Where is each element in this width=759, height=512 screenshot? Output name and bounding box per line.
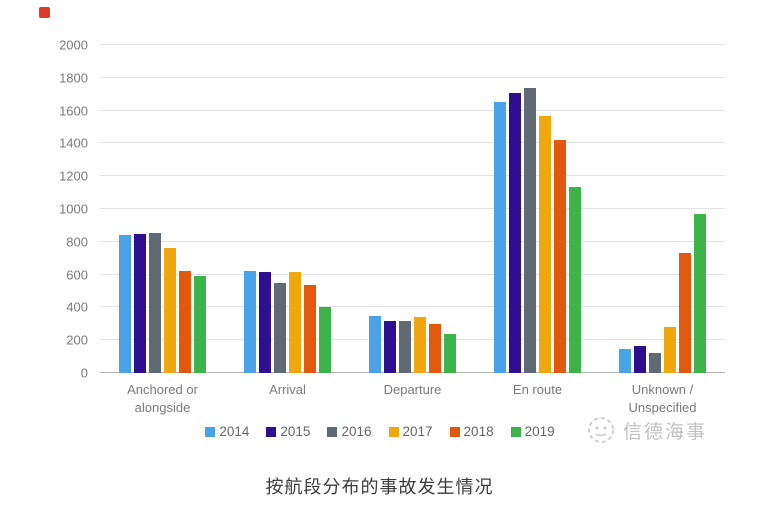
legend-item-2015: 2015 (266, 424, 310, 439)
y-axis-tick-label: 1800 (59, 70, 88, 86)
gridline (100, 175, 725, 177)
x-axis-category-label: Anchored or alongside (127, 382, 198, 415)
bar-2017-arrival (289, 272, 301, 373)
legend-swatch (266, 426, 277, 437)
x-axis-category-label: Arrival (269, 382, 306, 397)
bar-2014-en-route (494, 101, 506, 373)
legend-swatch (510, 426, 521, 437)
bar-group-en-route (475, 45, 600, 373)
bar-2019-departure (444, 333, 456, 373)
gridline (100, 306, 725, 308)
x-axis: Anchored or alongside Arrival Departure En … (100, 381, 725, 416)
bar-2017-anchored-or-alongside (164, 247, 176, 373)
y-axis-tick-label: 400 (66, 299, 88, 315)
legend-label: 2015 (280, 424, 311, 439)
y-axis-tick-label: 2000 (59, 37, 88, 53)
bar-2016-unknown-unspecified (649, 352, 661, 373)
bar-2019-anchored-or-alongside (194, 276, 206, 373)
legend-label: 2018 (463, 424, 494, 439)
plot-area: 0 200 400 600 800 1000 1200 1400 1600 1800 2000 (59, 38, 725, 381)
gridline (100, 240, 725, 242)
x-axis-category-label: En route (512, 382, 563, 397)
y-axis-tick-label: 1000 (59, 201, 88, 217)
bar-2016-anchored-or-alongside (149, 232, 161, 373)
legend-item-2014: 2014 (205, 424, 249, 439)
bar-2019-arrival (319, 306, 331, 373)
bar-2015-unknown-unspecified (634, 345, 646, 373)
legend-label: 2016 (341, 424, 372, 439)
y-axis-tick-label: 600 (66, 267, 88, 283)
y-axis-tick-label: 1200 (59, 168, 88, 184)
bar-2018-unknown-unspecified (679, 253, 691, 373)
watermark-logo-icon (588, 417, 614, 443)
bar-2015-anchored-or-alongside (134, 234, 146, 373)
gridline (100, 109, 725, 111)
gridline (100, 273, 725, 275)
bar-2018-arrival (304, 285, 316, 373)
x-axis-category-label: Departure (383, 382, 442, 397)
bar-2016-arrival (274, 282, 286, 373)
legend-label: 2014 (219, 424, 250, 439)
x-axis-category-label: Unknown / Unspecified (628, 382, 697, 415)
bar-2014-arrival (244, 270, 256, 373)
legend-label: 2017 (402, 424, 433, 439)
bar-2018-anchored-or-alongside (179, 271, 191, 373)
bar-2015-en-route (509, 93, 521, 373)
bar-2014-departure (369, 316, 381, 373)
bar-2015-departure (384, 321, 396, 373)
legend-item-2016: 2016 (327, 424, 372, 439)
legend-item-2019: 2019 (510, 424, 555, 439)
bar-group-arrival (225, 45, 350, 373)
bar-2016-en-route (524, 87, 536, 373)
chart-legend: 2014 2015 2016 2017 2018 2019 (30, 424, 730, 439)
bar-2019-en-route (569, 186, 581, 373)
bar-2014-unknown-unspecified (619, 349, 631, 373)
watermark: 信德海事 (586, 415, 707, 445)
red-corner-icon (39, 7, 50, 18)
y-axis-tick-label: 800 (66, 234, 88, 250)
bar-chart: 0 200 400 600 800 1000 1200 1400 1600 1800 2000 An… (59, 38, 725, 415)
legend-swatch (449, 426, 460, 437)
x-axis-baseline (100, 372, 725, 373)
watermark-text: 信德海事 (623, 420, 708, 443)
legend-item-2018: 2018 (449, 424, 494, 439)
bar-group-departure (350, 45, 475, 373)
legend-label: 2019 (524, 424, 555, 439)
gridline (100, 208, 725, 209)
bar-group-anchored-or-alongside (100, 45, 225, 373)
legend-swatch (388, 426, 399, 437)
bar-groups (100, 45, 725, 373)
legend-swatch (327, 426, 338, 437)
bar-2018-en-route (554, 140, 566, 373)
bar-2017-en-route (539, 116, 551, 373)
gridline (100, 44, 725, 45)
legend-swatch (205, 426, 216, 437)
chart-caption: 按航段分布的事故发生情况 (265, 477, 494, 498)
y-axis-tick-label: 0 (80, 365, 88, 381)
bar-2019-unknown-unspecified (694, 213, 706, 373)
y-axis-tick-label: 200 (66, 332, 88, 348)
bar-2015-arrival (259, 272, 271, 373)
gridline (100, 76, 725, 78)
bar-2018-departure (429, 323, 441, 373)
bar-2016-departure (399, 320, 411, 373)
gridline (100, 142, 725, 144)
legend-item-2017: 2017 (388, 424, 433, 439)
bar-group-unknown-unspecified (600, 45, 725, 373)
y-axis-tick-label: 1400 (59, 135, 88, 151)
bar-2017-unknown-unspecified (664, 327, 676, 373)
bar-2017-departure (414, 317, 426, 373)
bar-2014-anchored-or-alongside (119, 235, 131, 373)
y-axis-tick-label: 1600 (59, 103, 88, 119)
gridline (100, 339, 725, 341)
